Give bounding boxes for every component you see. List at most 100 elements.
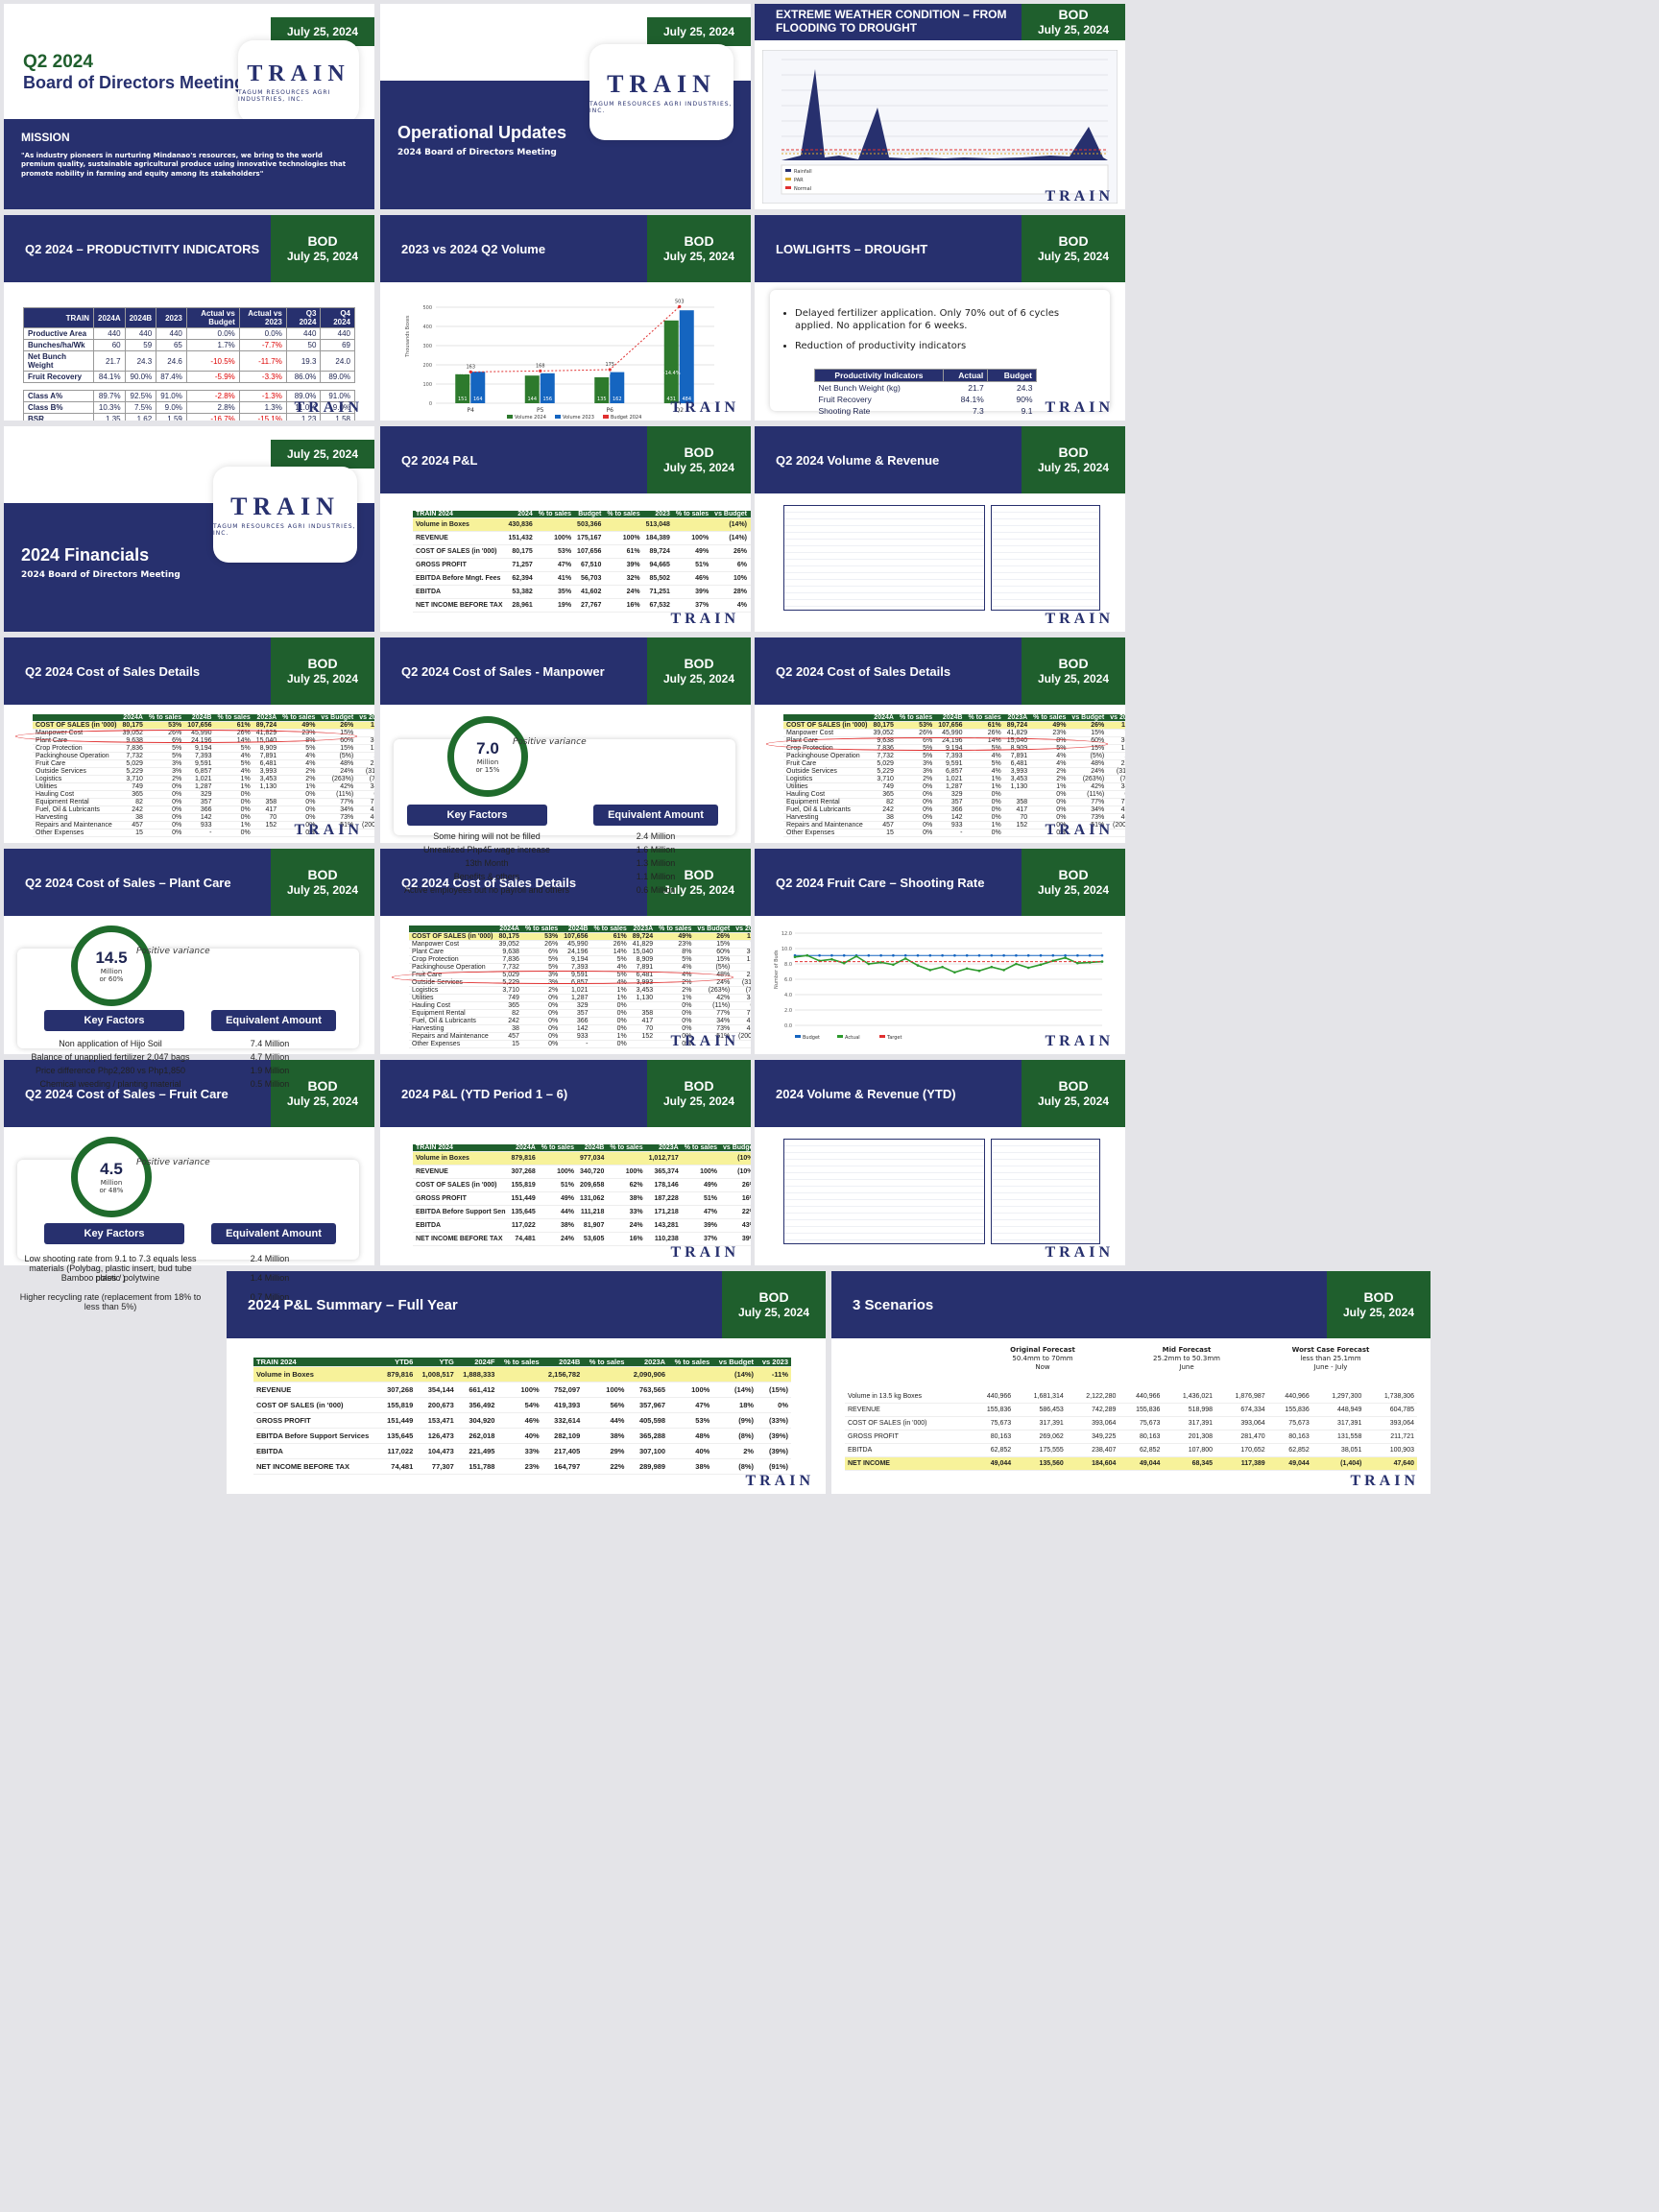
y-tick-label: 500 <box>422 305 432 311</box>
legend-label: Volume 2023 <box>563 415 594 421</box>
table-row: NET INCOME 49,044 135,560 184,604 49,044 68,3… <box>845 1456 1417 1471</box>
table-row: NET INCOME BEFORE TAX 28,961 19% 27,767 16% 6… <box>413 598 751 613</box>
series-point <box>928 953 932 957</box>
series-point <box>965 967 969 971</box>
table-row: EBITDA 62,852 175,555 238,407 62,852 107,800 1… <box>845 1443 1417 1457</box>
budget-line <box>470 306 681 373</box>
allocation-table-block <box>991 1139 1100 1244</box>
slide-subtitle: 2024 Board of Directors Meeting <box>397 148 557 157</box>
slide-productivity-indicators: Q2 2024 – PRODUCTIVITY INDICATORS BOD Jul… <box>4 215 374 421</box>
factor-label: Chemical weeding / planting material <box>39 1079 181 1089</box>
y-tick-label: 0 <box>429 401 432 407</box>
series-point <box>1100 960 1104 963</box>
slide-title: 2023 vs 2024 Q2 Volume <box>401 241 546 256</box>
table-row: Packinghouse Operation 7,732 5% 7,393 4% 7,89… <box>33 752 374 760</box>
slide-title: Q2 2024 Cost of Sales – Fruit Care <box>25 1086 228 1101</box>
ytd-pl-table: TRAIN 2024 2024A% to sales 2024B% to sales… <box>413 1144 751 1246</box>
footer-logo: TRAIN <box>1045 1244 1114 1261</box>
factor-amount: 1.6 Million <box>636 845 676 854</box>
table-row: COST OF SALES (in '000) 75,673 317,391 393,… <box>845 1416 1417 1431</box>
bod-badge: BOD July 25, 2024 <box>647 637 751 705</box>
company-logo: TRAIN TAGUM RESOURCES AGRI INDUSTRIES, IN… <box>238 40 359 123</box>
factor-label: Non application of Hijo Soil <box>59 1039 162 1048</box>
slide-operational-updates: July 25, 2024 TRAIN TAGUM RESOURCES AGRI … <box>380 4 751 209</box>
table-row: COST OF SALES (in '000) 80,175 53% 107,656 6… <box>413 544 751 559</box>
header-row: TRAIN 2024 YTD6 YTG 2024F% to sales 2024B% t… <box>253 1358 791 1367</box>
drought-indicators-table: Productivity Indicators Actual Budget Net … <box>814 369 1037 417</box>
slide-title: 3 Scenarios <box>853 1296 934 1313</box>
x-tick-label: Q2 <box>675 407 684 414</box>
series-point <box>903 953 907 957</box>
legend-swatch <box>785 186 791 189</box>
y-tick-label: 12.0 <box>781 931 792 937</box>
slide-cos-manpower: Q2 2024 Cost of Sales - Manpower BOD July… <box>380 637 751 843</box>
series-point <box>1064 956 1067 959</box>
series-point <box>1039 953 1043 957</box>
slide-title: 2024 Volume & Revenue (YTD) <box>776 1086 956 1101</box>
series-point <box>1026 953 1030 957</box>
series-point <box>818 953 821 957</box>
bar-volume-2024 <box>594 377 610 403</box>
table-row: Packinghouse Operation 7,732 5% 7,393 4% 7,89… <box>783 752 1125 760</box>
table-row: Other Expenses 15 0% -0% 0% <box>409 1040 751 1048</box>
column-header: 2023 <box>156 307 187 328</box>
slide-cos-fruit-care: Q2 2024 Cost of Sales – Fruit Care BOD Ju… <box>4 1060 374 1265</box>
cost-of-sales-table: 2024A% to sales 2024B% to sales 2023A% to … <box>409 926 751 1048</box>
table-row: EBITDA117,02238%81,90724%143,28139%43%(1… <box>413 1218 751 1233</box>
shooting-rate-chart: 0.0 2.0 4.0 6.0 8.0 10.0 12.0 Number of Buds Bud… <box>774 931 1104 1041</box>
footer-logo: TRAIN <box>1350 1473 1419 1489</box>
footer-logo: TRAIN <box>670 399 739 416</box>
bod-badge: BOD July 25, 2024 <box>1022 4 1125 40</box>
series-point <box>1051 953 1055 957</box>
variance-label: Positive variance <box>136 947 210 956</box>
mission-panel: MISSION "As industry pioneers in nurturi… <box>4 119 374 209</box>
series-point <box>879 953 882 957</box>
slide-title: Q2 2024 – PRODUCTIVITY INDICATORS <box>25 241 260 256</box>
factor-amount: 2.4 Million <box>636 831 676 841</box>
footer-logo: TRAIN <box>670 1033 739 1049</box>
footer-logo: TRAIN <box>294 399 363 416</box>
scenario-group: Worst Case Forecast less than 25.1mm June … <box>1291 1346 1370 1372</box>
table-row: GROSS PROFIT 151,449 49% 131,062 38% 187,228 5… <box>413 1191 751 1206</box>
equivalent-amount-header: Equivalent Amount <box>211 1010 336 1031</box>
table-row: GROSS PROFIT 71,257 47% 67,510 39% 94,665 51% 6… <box>413 558 751 572</box>
factor-label: 13th Month <box>465 858 509 868</box>
legend-swatch <box>879 1035 885 1038</box>
table-row: Crop Protection 7,836 5% 9,194 5% 8,909 5% 15% 1… <box>33 744 374 753</box>
series-point <box>1026 966 1030 970</box>
footer-logo: TRAIN <box>1045 399 1114 416</box>
table-row: Bunches/ha/Wk 60 59 65 1.7% -7.7% 50 69 <box>22 339 355 351</box>
legend-swatch <box>785 178 791 180</box>
factor-card <box>17 949 359 1048</box>
column-header: Actual vs Budget <box>185 307 240 328</box>
bod-badge: BOD July 25, 2024 <box>271 849 374 916</box>
column-header: Q3 2024 <box>285 307 322 328</box>
bar-volume-2023 <box>540 373 555 403</box>
series-point <box>892 953 895 957</box>
table-row: Fuel, Oil & Lubricants 242 0% 366 0% 417 0% 34%… <box>409 1017 751 1025</box>
table-row: Fuel, Oil & Lubricants 242 0% 366 0% 417 0% 34%… <box>33 805 374 814</box>
table-row: Fuel, Oil & Lubricants 242 0% 366 0% 417 0% 34%… <box>783 805 1125 814</box>
column-header: 2024A <box>93 307 126 328</box>
series-point <box>805 953 809 957</box>
y-tick-label: 100 <box>422 382 432 388</box>
mission-label: MISSION <box>21 131 70 144</box>
bod-badge: BOD July 25, 2024 <box>1327 1271 1431 1338</box>
volume-table-block <box>783 505 985 611</box>
bar-value-label: 164 <box>473 397 483 402</box>
bod-badge: BOD July 25, 2024 <box>722 1271 826 1338</box>
variance-annotation: -14.4% <box>663 371 681 376</box>
budget-label: 163 <box>466 364 475 370</box>
y-tick-label: 400 <box>422 325 432 330</box>
table-row: Crop Protection 7,836 5% 9,194 5% 8,909 5% 15% 1… <box>409 955 751 964</box>
table-row: BSR 1.35 1.62 1.59 -16.7% -15.1% 1.23 1.58 <box>22 413 355 421</box>
legend-swatch <box>795 1035 801 1038</box>
